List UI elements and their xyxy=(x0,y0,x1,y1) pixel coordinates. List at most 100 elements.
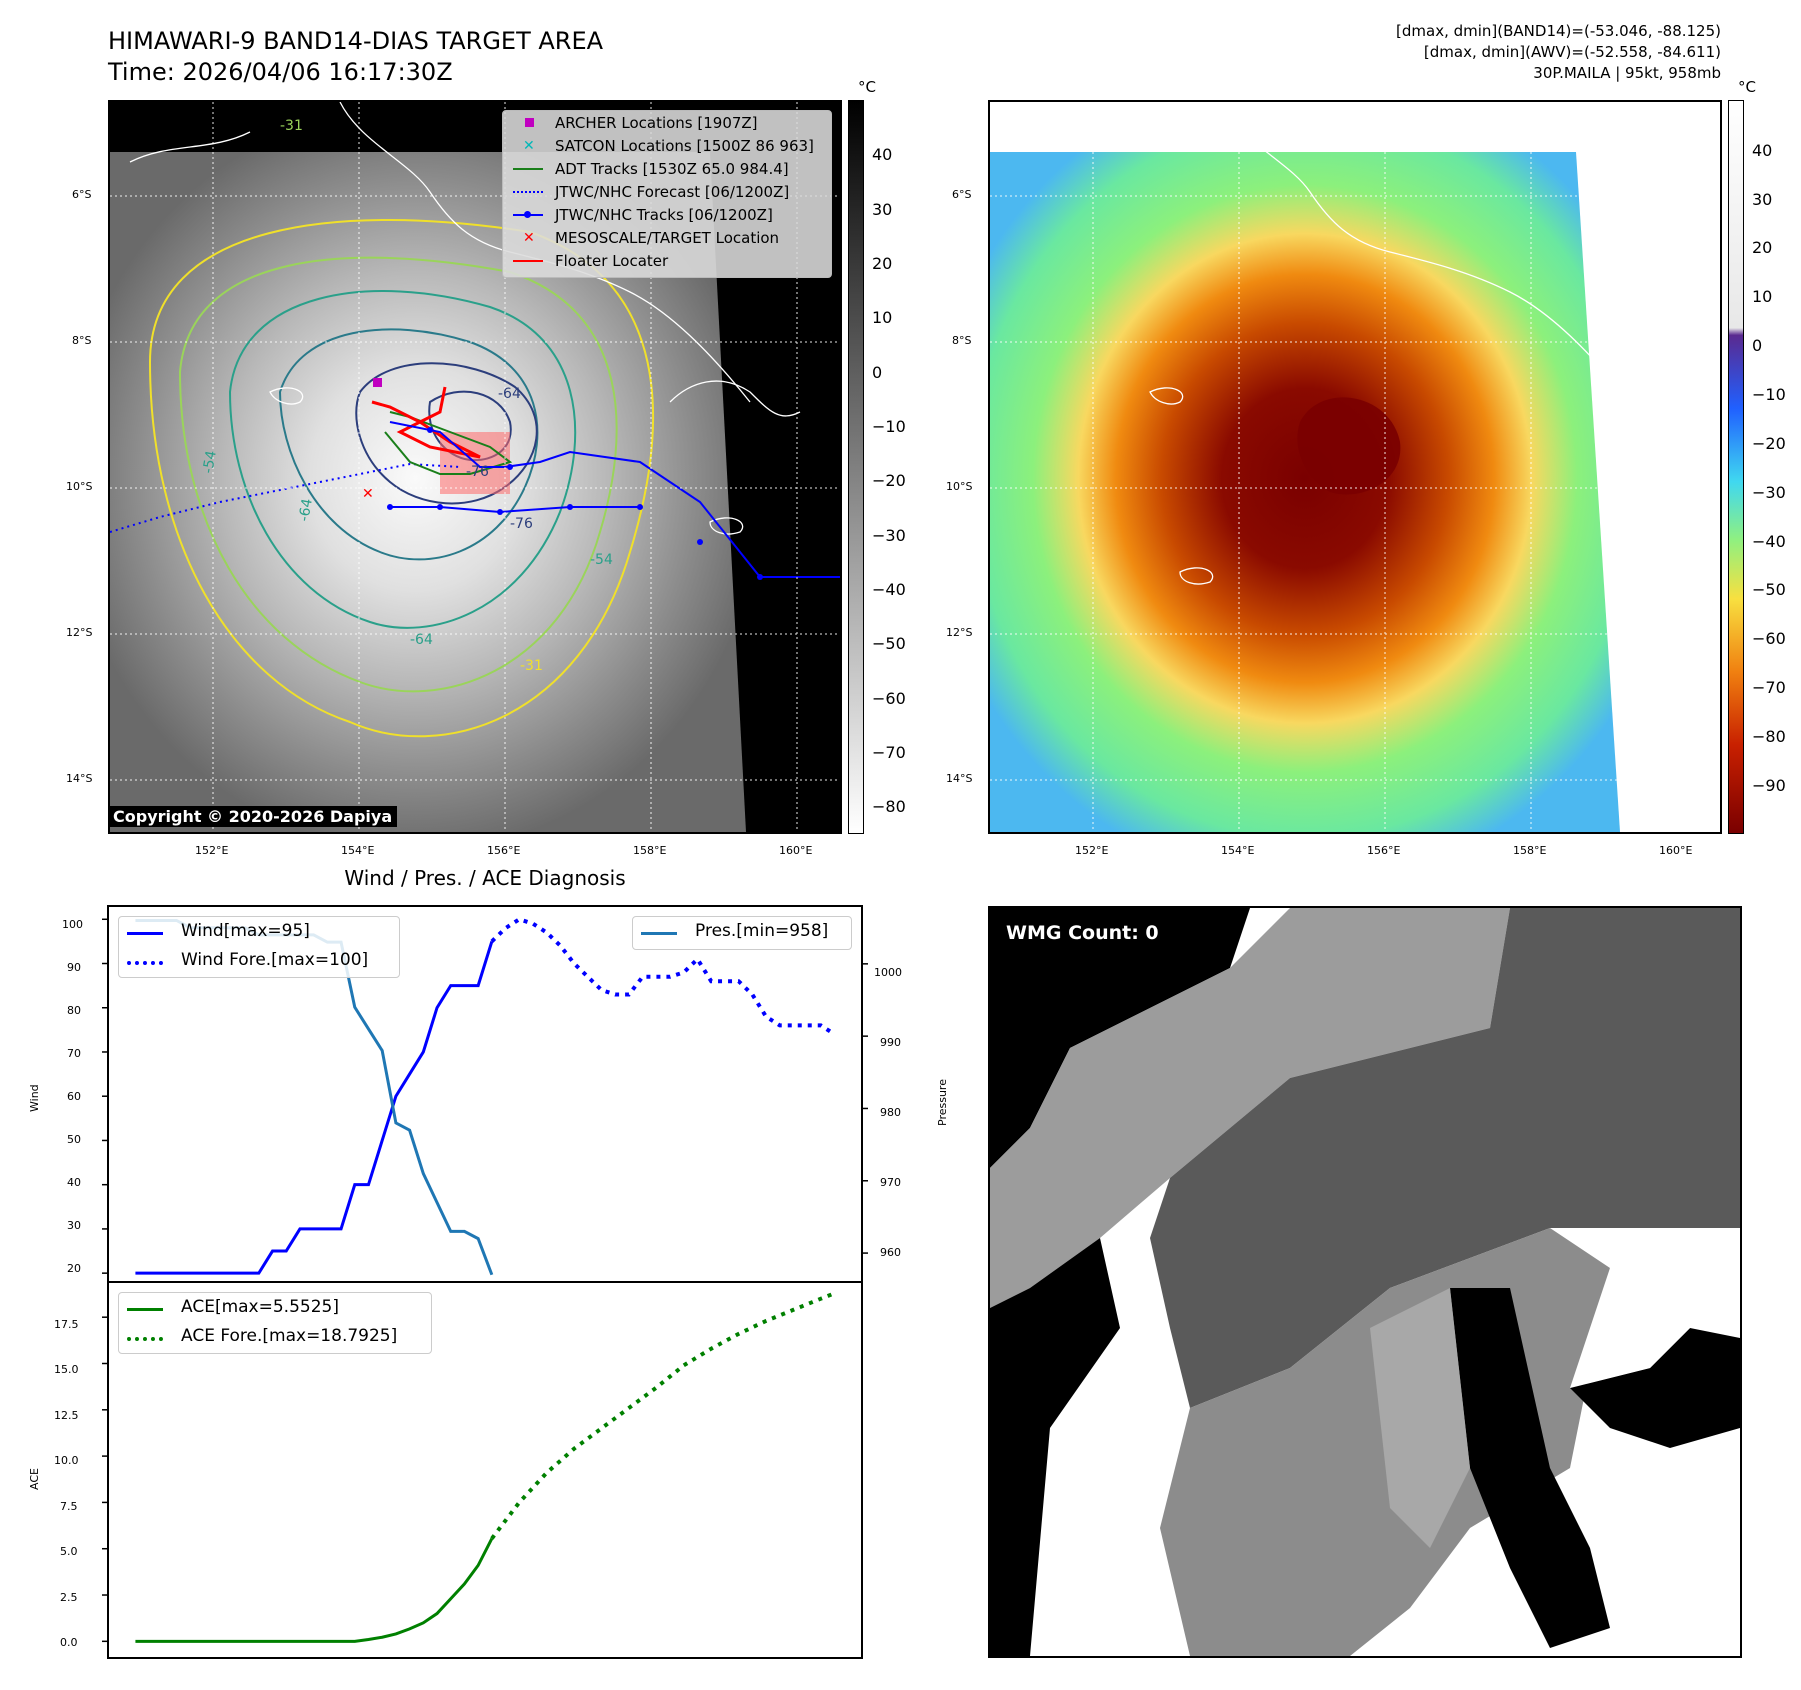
lat-tick: 8°S xyxy=(72,334,92,347)
lon-tick: 160°E xyxy=(779,844,813,857)
title-line-2: Time: 2026/04/06 16:17:30Z xyxy=(108,58,453,86)
colorbar-tick: −70 xyxy=(872,743,906,762)
solid-line-icon xyxy=(127,1308,163,1311)
lon-tick: 154°E xyxy=(341,844,375,857)
lat-tick: 14°S xyxy=(946,772,973,785)
colorbar-tick: −20 xyxy=(872,471,906,490)
lat-tick: 10°S xyxy=(66,480,93,493)
colorbar-tick: 10 xyxy=(1752,287,1773,306)
band14-stats: [dmax, dmin](BAND14)=(-53.046, -88.125) xyxy=(1396,22,1721,40)
colorbar-tick: −60 xyxy=(1752,629,1786,648)
dotted-line-icon xyxy=(513,191,543,193)
wind-tick: 70 xyxy=(67,1047,81,1060)
line-marker-icon xyxy=(513,260,543,262)
color-ir-map-panel xyxy=(988,100,1722,834)
contour-label: -64 xyxy=(498,386,521,402)
colorbar-tick: −50 xyxy=(1752,580,1786,599)
colorbar-tick: −10 xyxy=(872,417,906,436)
diagnosis-title: Wind / Pres. / ACE Diagnosis xyxy=(344,866,626,890)
wind-tick: 100 xyxy=(62,918,83,931)
contour-label: -31 xyxy=(280,118,303,134)
lon-tick: 156°E xyxy=(1367,844,1401,857)
colorbar-tick: 20 xyxy=(1752,238,1773,257)
colorbar-unit: °C xyxy=(858,78,876,96)
colorbar-tick: −40 xyxy=(872,580,906,599)
solid-line-icon xyxy=(641,932,677,935)
lat-tick: 6°S xyxy=(72,188,92,201)
figure-title: HIMAWARI-9 BAND14-DIAS TARGET AREA Time:… xyxy=(108,26,603,88)
lat-tick: 8°S xyxy=(952,334,972,347)
lat-tick: 6°S xyxy=(952,188,972,201)
color-ir-map-image xyxy=(990,102,1720,832)
pressure-axis-label: Pressure xyxy=(936,1079,949,1126)
contour-label: -54 xyxy=(200,449,220,474)
colorbar-tick: 40 xyxy=(1752,141,1773,160)
wind-legend: Wind[max=95] Wind Fore.[max=100] xyxy=(118,916,400,978)
pressure-tick: 990 xyxy=(880,1036,901,1049)
awv-stats: [dmax, dmin](AWV)=(-52.558, -84.611) xyxy=(1423,43,1721,61)
colorbar-tick: −30 xyxy=(1752,483,1786,502)
ace-axes xyxy=(107,1281,863,1659)
wmg-panel xyxy=(988,906,1742,1658)
ace-tick: 2.5 xyxy=(60,1591,78,1604)
pressure-tick: 1000 xyxy=(874,966,902,979)
ace-series-line xyxy=(135,1537,494,1643)
lat-tick: 12°S xyxy=(66,626,93,639)
x-marker-icon: ✕ xyxy=(523,230,535,246)
dotted-line-icon xyxy=(127,1337,163,1341)
contour-label: -64 xyxy=(296,497,316,522)
ace-tick: 7.5 xyxy=(60,1500,78,1513)
line-marker-icon xyxy=(513,168,543,170)
colorbar-tick: 20 xyxy=(872,254,893,273)
wind-tick: 50 xyxy=(67,1133,81,1146)
wind-tick: 40 xyxy=(67,1176,81,1189)
ace-legend: ACE[max=5.5525] ACE Fore.[max=18.7925] xyxy=(118,1292,432,1354)
lon-tick: 154°E xyxy=(1221,844,1255,857)
lon-tick: 152°E xyxy=(195,844,229,857)
x-marker-icon: ✕ xyxy=(523,138,535,154)
colorbar-tick: −30 xyxy=(872,526,906,545)
colorbar-unit: °C xyxy=(1738,78,1756,96)
storm-info: 30P.MAILA | 95kt, 958mb xyxy=(1533,64,1721,82)
pressure-tick: 960 xyxy=(880,1246,901,1259)
ace-tick: 12.5 xyxy=(54,1409,79,1422)
colorbar-tick: −80 xyxy=(1752,727,1786,746)
lat-tick: 14°S xyxy=(66,772,93,785)
grayscale-colorbar xyxy=(848,100,864,834)
colorbar-tick: −50 xyxy=(872,634,906,653)
lon-tick: 156°E xyxy=(487,844,521,857)
colorbar-tick: −10 xyxy=(1752,385,1786,404)
contour-label: -64 xyxy=(410,632,433,648)
lat-tick: 10°S xyxy=(946,480,973,493)
colorbar-tick: 30 xyxy=(872,200,893,219)
ace-tick: 5.0 xyxy=(60,1545,78,1558)
wmg-image xyxy=(990,908,1740,1656)
ace-tick: 15.0 xyxy=(54,1363,79,1376)
colorbar-tick: 10 xyxy=(872,308,893,327)
wind-tick: 20 xyxy=(67,1262,81,1275)
color-colorbar xyxy=(1728,100,1744,834)
colorbar-tick: −20 xyxy=(1752,434,1786,453)
wind-tick: 60 xyxy=(67,1090,81,1103)
colorbar-tick: −40 xyxy=(1752,532,1786,551)
copyright-badge: Copyright © 2020-2026 Dapiya xyxy=(108,806,398,827)
lon-tick: 158°E xyxy=(1513,844,1547,857)
lat-tick: 12°S xyxy=(946,626,973,639)
ace-tick: 10.0 xyxy=(54,1454,79,1467)
wind-tick: 30 xyxy=(67,1219,81,1232)
square-marker-icon xyxy=(525,118,534,127)
ir-map-image: ✕ -64 -54 -64 -76 -76 -31 -54 -64 -31 xyxy=(110,102,840,832)
map-legend: ARCHER Locations [1907Z] ✕ SATCON Locati… xyxy=(502,110,832,278)
dotted-line-icon xyxy=(127,961,163,965)
colorbar-tick: 40 xyxy=(872,145,893,164)
ace-forecast-line xyxy=(490,1291,836,1540)
contour-label: -76 xyxy=(510,516,533,532)
ir-map-panel: ✕ -64 -54 -64 -76 -76 -31 -54 -64 -31 AR… xyxy=(108,100,842,834)
lon-tick: 152°E xyxy=(1075,844,1109,857)
ace-axis-label: ACE xyxy=(28,1468,41,1490)
contour-label: -54 xyxy=(590,552,613,568)
contour-label: -31 xyxy=(520,658,543,674)
wind-series-line xyxy=(135,940,494,1275)
pressure-legend: Pres.[min=958] xyxy=(632,916,852,950)
colorbar-tick: 30 xyxy=(1752,190,1773,209)
